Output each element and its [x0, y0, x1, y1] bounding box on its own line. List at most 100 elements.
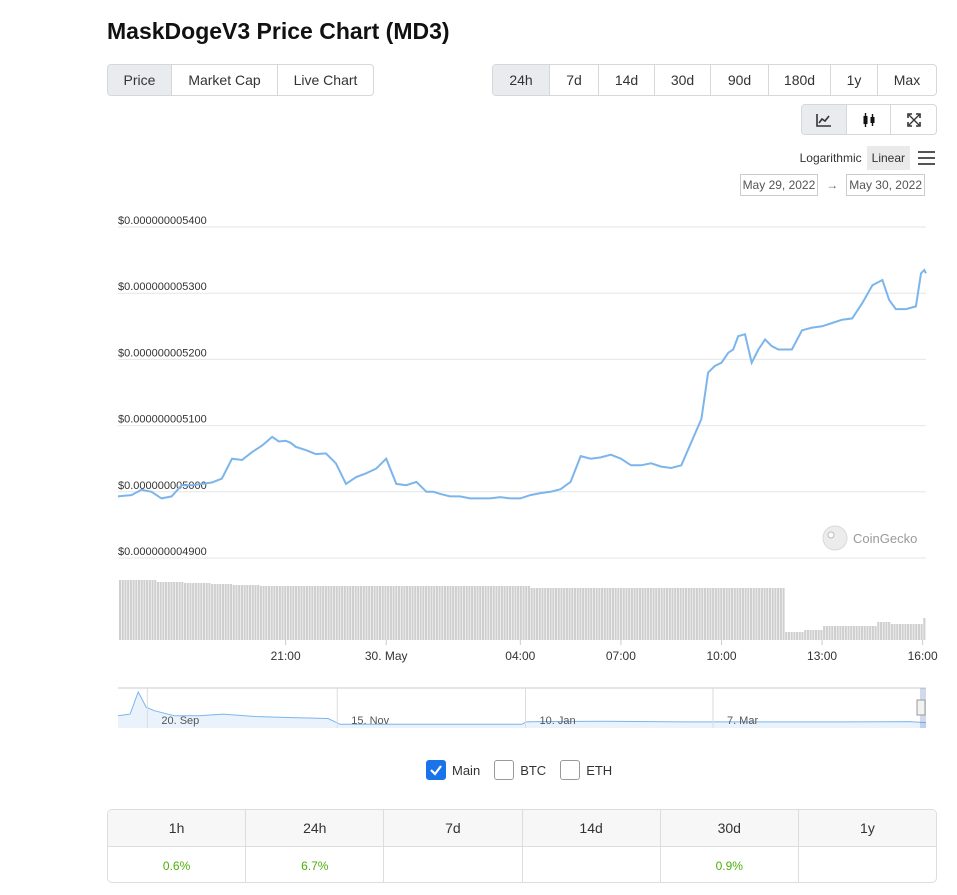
volume-bar: [706, 588, 709, 640]
volume-bar: [814, 630, 818, 640]
volume-bar: [476, 586, 479, 640]
volume-bar: [598, 588, 601, 640]
volume-bar: [617, 588, 620, 640]
eth-checkbox[interactable]: [560, 760, 581, 780]
volume-bar: [763, 588, 766, 640]
volume-bar: [368, 586, 371, 640]
volume-bar: [609, 588, 612, 640]
legend-btc[interactable]: BTC: [494, 760, 546, 780]
volume-bar: [213, 584, 216, 640]
navigator[interactable]: 20. Sep 15. Nov 10. Jan 7. Mar: [117, 687, 927, 728]
volume-bar: [506, 586, 509, 640]
line-chart-icon: [816, 113, 831, 127]
legend-main[interactable]: Main: [426, 760, 480, 780]
btc-checkbox[interactable]: [494, 760, 515, 780]
volume-bar: [419, 586, 422, 640]
date-to-input[interactable]: May 30, 2022: [846, 174, 925, 196]
y-tick-label: $0.000000005300: [118, 281, 207, 293]
volume-bar: [782, 588, 785, 640]
navigator-label: 20. Sep: [161, 715, 199, 727]
volume-bar: [132, 580, 135, 640]
volume-bar: [479, 586, 482, 640]
volume-bar: [628, 588, 631, 640]
fullscreen-icon: [906, 112, 921, 127]
volume-bar: [806, 630, 809, 640]
volume-bar: [847, 626, 850, 640]
range-max[interactable]: Max: [893, 72, 921, 88]
volume-bar: [771, 588, 774, 640]
volume-bar: [481, 586, 484, 640]
line-chart-button[interactable]: [802, 105, 847, 134]
volume-bar: [189, 583, 192, 640]
volume-bar: [487, 586, 490, 640]
volume-bar: [311, 586, 314, 640]
volume-bar: [858, 626, 861, 640]
volume-bar: [785, 632, 788, 640]
volume-bar: [744, 588, 747, 640]
volume-bar: [790, 632, 793, 640]
volume-bar: [601, 588, 604, 640]
volume-bar: [755, 588, 758, 640]
volume-bar: [861, 626, 864, 640]
volume-bar: [636, 588, 639, 640]
date-from-input[interactable]: May 29, 2022: [739, 174, 819, 196]
tab-market-cap[interactable]: Market Cap: [172, 65, 278, 95]
hamburger-menu-icon[interactable]: [918, 151, 935, 165]
volume-bar: [127, 580, 130, 640]
volume-bar: [633, 588, 636, 640]
volume-bar: [365, 586, 368, 640]
volume-bar: [611, 588, 614, 640]
volume-bar: [839, 626, 842, 640]
volume-bar: [370, 586, 373, 640]
volume-bar: [584, 588, 587, 640]
volume-bar: [725, 588, 728, 640]
tab-price[interactable]: Price: [108, 65, 172, 95]
volume-bar: [614, 588, 617, 640]
price-chart[interactable]: $0.000000005400 $0.000000005300 $0.0000000…: [0, 200, 957, 740]
x-tick-label: 30. May: [365, 649, 408, 663]
range-7d[interactable]: 7d: [550, 65, 599, 95]
volume-bar: [592, 588, 596, 640]
linear-option[interactable]: Linear: [866, 146, 910, 170]
volume-bar: [739, 588, 742, 640]
volume-bar: [427, 586, 430, 640]
volume-bar: [124, 580, 127, 640]
volume-bar: [240, 585, 243, 640]
volume-bar: [411, 586, 414, 640]
volume-bar: [443, 586, 447, 640]
volume-bar: [284, 586, 287, 640]
volume-bar: [170, 582, 173, 640]
range-30d[interactable]: 30d: [655, 65, 711, 95]
value-30d: 0.9%: [661, 847, 799, 882]
legend-eth[interactable]: ETH: [560, 760, 612, 780]
volume-bar: [460, 586, 463, 640]
volume-bar: [208, 583, 211, 640]
range-90d[interactable]: 90d: [711, 65, 769, 95]
logarithmic-option[interactable]: Logarithmic: [799, 151, 862, 165]
range-1y[interactable]: 1y: [831, 65, 878, 95]
main-checkbox[interactable]: [426, 760, 446, 780]
candlestick-button[interactable]: [847, 105, 891, 134]
range-14d[interactable]: 14d: [599, 65, 655, 95]
volume-bar: [850, 626, 853, 640]
volume-bar: [159, 582, 162, 640]
tab-live-chart[interactable]: Live Chart: [293, 72, 358, 88]
volume-bar: [227, 584, 230, 640]
volume-bar: [573, 588, 577, 640]
range-180d[interactable]: 180d: [769, 65, 831, 95]
volume-bar: [877, 622, 880, 640]
volume-bar: [606, 588, 609, 640]
volume-bar: [389, 586, 392, 640]
volume-bar: [462, 586, 466, 640]
volume-bar: [660, 588, 663, 640]
volume-bar: [679, 588, 682, 640]
y-tick-label: $0.000000005400: [118, 215, 207, 227]
volume-bar: [904, 624, 907, 640]
volume-bar: [335, 586, 338, 640]
volume-bar: [238, 585, 241, 640]
fullscreen-button[interactable]: [891, 105, 936, 134]
navigator-handle[interactable]: [916, 699, 926, 716]
volume-bar: [893, 624, 896, 640]
volume-bar: [766, 588, 769, 640]
range-24h[interactable]: 24h: [493, 65, 550, 95]
